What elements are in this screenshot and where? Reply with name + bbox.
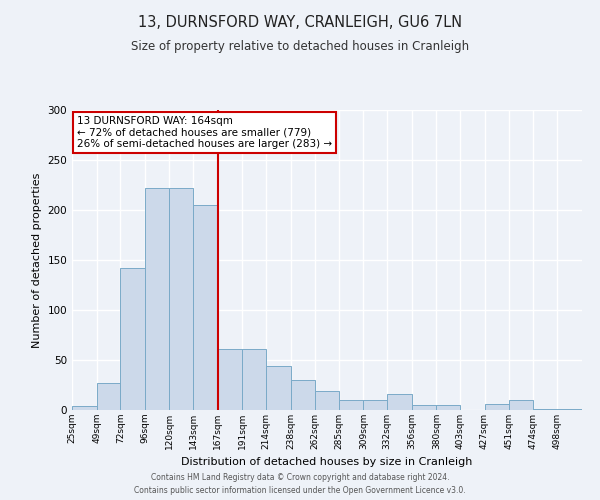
Bar — [339, 400, 364, 410]
Bar — [290, 380, 315, 410]
Bar — [242, 349, 266, 410]
Bar — [436, 405, 460, 410]
Text: 13 DURNSFORD WAY: 164sqm
← 72% of detached houses are smaller (779)
26% of semi-: 13 DURNSFORD WAY: 164sqm ← 72% of detach… — [77, 116, 332, 149]
Y-axis label: Number of detached properties: Number of detached properties — [32, 172, 42, 348]
Bar — [315, 391, 339, 410]
X-axis label: Distribution of detached houses by size in Cranleigh: Distribution of detached houses by size … — [181, 458, 473, 468]
Bar — [169, 188, 193, 410]
Bar — [97, 383, 120, 410]
Text: Size of property relative to detached houses in Cranleigh: Size of property relative to detached ho… — [131, 40, 469, 53]
Bar — [193, 205, 218, 410]
Bar — [145, 188, 169, 410]
Text: 13, DURNSFORD WAY, CRANLEIGH, GU6 7LN: 13, DURNSFORD WAY, CRANLEIGH, GU6 7LN — [138, 15, 462, 30]
Bar — [533, 409, 557, 410]
Bar — [412, 405, 436, 410]
Text: Contains HM Land Registry data © Crown copyright and database right 2024.: Contains HM Land Registry data © Crown c… — [151, 474, 449, 482]
Bar — [120, 268, 145, 410]
Text: Contains public sector information licensed under the Open Government Licence v3: Contains public sector information licen… — [134, 486, 466, 495]
Bar — [72, 406, 97, 410]
Bar — [485, 404, 509, 410]
Bar — [557, 409, 582, 410]
Bar — [387, 394, 412, 410]
Bar — [266, 366, 290, 410]
Bar — [218, 349, 242, 410]
Bar — [509, 400, 533, 410]
Bar — [364, 400, 387, 410]
